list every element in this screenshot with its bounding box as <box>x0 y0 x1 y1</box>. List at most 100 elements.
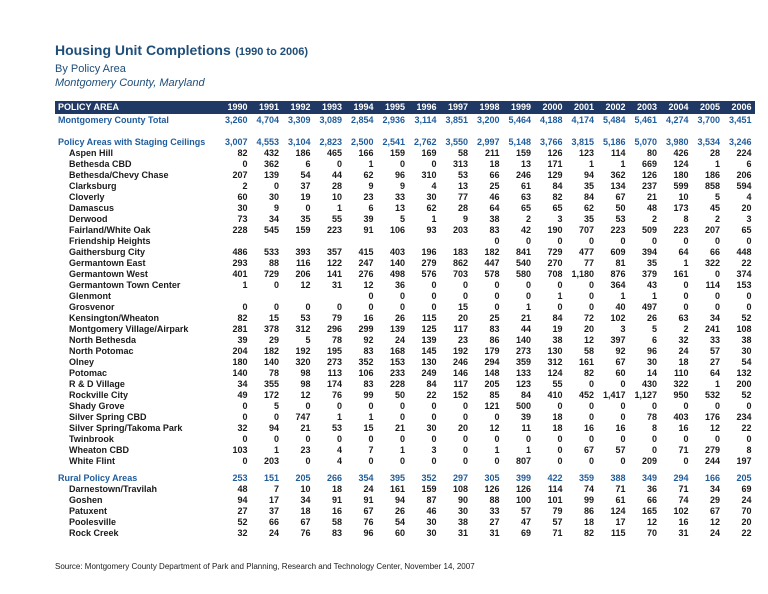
value-cell: 4,188 <box>539 115 563 125</box>
value-cell: 100 <box>515 495 531 505</box>
value-cell: 182 <box>263 346 279 356</box>
value-cell: 172 <box>263 390 279 400</box>
row-label: Rockville City <box>69 390 129 400</box>
value-cell: 0 <box>683 434 689 444</box>
value-cell: 0 <box>620 379 626 389</box>
value-cell: 0 <box>305 456 311 466</box>
value-cell: 86 <box>489 335 500 345</box>
column-header-year: 1996 <box>408 101 440 114</box>
value-cell <box>345 236 377 247</box>
value-cell: 28 <box>457 203 468 213</box>
value-cell <box>251 291 283 302</box>
value-cell: 52 <box>237 517 248 527</box>
value-cell: 9 <box>399 181 405 191</box>
value-cell: 10 <box>678 192 689 202</box>
value-cell: 30 <box>741 346 752 356</box>
value-cell: 27 <box>489 517 500 527</box>
row-label: Kensington/Wheaton <box>69 313 159 323</box>
value-cell: 180 <box>673 170 689 180</box>
value-cell: 0 <box>399 302 405 312</box>
row-label: Derwood <box>69 214 108 224</box>
value-cell: 9 <box>462 214 468 224</box>
value-cell: 117 <box>453 379 468 389</box>
value-cell: 32 <box>237 528 248 538</box>
value-cell <box>377 236 409 247</box>
value-cell: 15 <box>457 302 468 312</box>
value-cell: 31 <box>457 528 468 538</box>
value-cell: 294 <box>484 357 500 367</box>
value-cell: 12 <box>300 280 311 290</box>
value-cell: 0 <box>242 456 248 466</box>
value-cell: 0 <box>431 280 437 290</box>
row-label: Patuxent <box>69 506 108 516</box>
value-cell: 133 <box>515 368 531 378</box>
value-cell: 1 <box>651 291 657 301</box>
value-cell: 27 <box>237 506 248 516</box>
column-header-year: 2000 <box>534 101 566 114</box>
value-cell: 30 <box>426 423 437 433</box>
value-cell: 53 <box>457 170 468 180</box>
value-cell: 124 <box>610 506 626 516</box>
value-cell: 57 <box>552 517 563 527</box>
value-cell: 3 <box>746 214 752 224</box>
value-cell: 1 <box>336 412 342 422</box>
value-cell: 23 <box>363 192 374 202</box>
value-cell: 0 <box>683 291 689 301</box>
value-cell: 74 <box>583 484 594 494</box>
value-cell: 249 <box>421 368 437 378</box>
value-cell: 205 <box>484 379 500 389</box>
value-cell: 703 <box>452 269 468 279</box>
value-cell: 70 <box>741 506 752 516</box>
value-cell: 0 <box>336 401 342 411</box>
row-label: North Potomac <box>69 346 134 356</box>
value-cell: 4,704 <box>256 115 279 125</box>
value-cell: 0 <box>525 236 531 246</box>
value-cell: 3,851 <box>445 115 468 125</box>
value-cell: 106 <box>358 368 374 378</box>
row-label: Poolesville <box>69 517 117 527</box>
table-row: Friendship Heights 0 0 0 0 0 0 0 0 0 <box>55 236 755 247</box>
value-cell: 169 <box>421 148 437 158</box>
row-label: White Flint <box>69 456 115 466</box>
column-header-year: 1995 <box>376 101 408 114</box>
value-cell: 393 <box>295 247 311 257</box>
value-cell: 29 <box>268 335 279 345</box>
value-cell: 92 <box>615 346 626 356</box>
value-cell: 477 <box>578 247 594 257</box>
value-cell: 21 <box>300 423 311 433</box>
value-cell: 28 <box>331 181 342 191</box>
value-cell: 87 <box>426 495 437 505</box>
value-cell: 13 <box>520 159 531 169</box>
value-cell: 237 <box>641 181 657 191</box>
value-cell: 140 <box>389 258 405 268</box>
value-cell: 71 <box>678 445 689 455</box>
table-row: Glenmont 0 0 0 0 0 0 1 0 1 1 0 0 0 <box>55 291 755 302</box>
value-cell: 34 <box>237 379 248 389</box>
column-header-year: 2003 <box>628 101 660 114</box>
row-label: Montgomery County Total <box>58 115 169 125</box>
value-cell: 40 <box>615 302 626 312</box>
value-cell: 31 <box>678 528 689 538</box>
value-cell: 294 <box>673 473 689 483</box>
value-cell: 9 <box>368 181 374 191</box>
column-header-year: 2006 <box>723 101 755 114</box>
value-cell: 0 <box>620 412 626 422</box>
value-cell: 60 <box>394 528 405 538</box>
value-cell: 0 <box>399 434 405 444</box>
value-cell: 123 <box>578 148 594 158</box>
value-cell: 24 <box>678 346 689 356</box>
value-cell: 55 <box>331 214 342 224</box>
value-cell: 0 <box>588 291 594 301</box>
value-cell: 2 <box>651 214 657 224</box>
column-header-year: 1993 <box>313 101 345 114</box>
row-label: Gaithersburg City <box>69 247 146 257</box>
spacer-cell <box>55 126 755 136</box>
table-row: Silver Spring CBD 0 0 747 1 1 0 0 0 0 39 18 0 0 78 403 1… <box>55 412 755 423</box>
value-cell: 182 <box>484 247 500 257</box>
value-cell: 0 <box>746 401 752 411</box>
value-cell: 349 <box>641 473 657 483</box>
value-cell: 126 <box>641 170 657 180</box>
value-cell: 3,260 <box>224 115 248 125</box>
value-cell: 204 <box>232 346 248 356</box>
value-cell: 28 <box>709 148 720 158</box>
